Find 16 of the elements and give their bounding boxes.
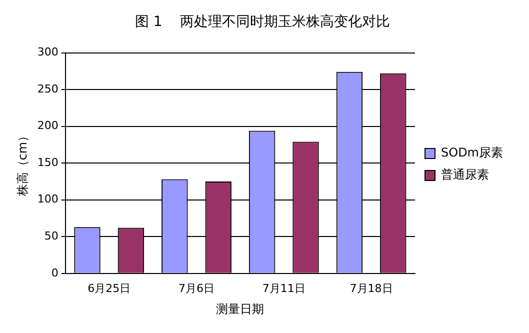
x-tick-label: 7月6日 [178,282,214,295]
legend-label: SODm尿素 [441,146,504,160]
y-tick-label: 250 [37,82,58,96]
y-tick-label: 300 [37,46,58,59]
y-tick-label: 50 [44,229,58,242]
x-tick-label: 6月25日 [88,282,131,295]
y-tick-label: 100 [37,192,58,206]
x-tick-label: 7月18日 [350,282,393,295]
y-tick-label: 0 [51,266,58,280]
y-tick-label: 150 [37,156,58,169]
x-tick-label: 7月11日 [262,282,306,295]
legend-label: 普通尿素 [441,168,490,182]
chart-title: 图 1 两处理不同时期玉米株高变化对比 [134,14,390,30]
x-axis-title: 测量日期 [216,302,264,316]
y-tick-label: 200 [37,119,58,132]
y-axis-title: 株高（cm） [15,130,30,198]
